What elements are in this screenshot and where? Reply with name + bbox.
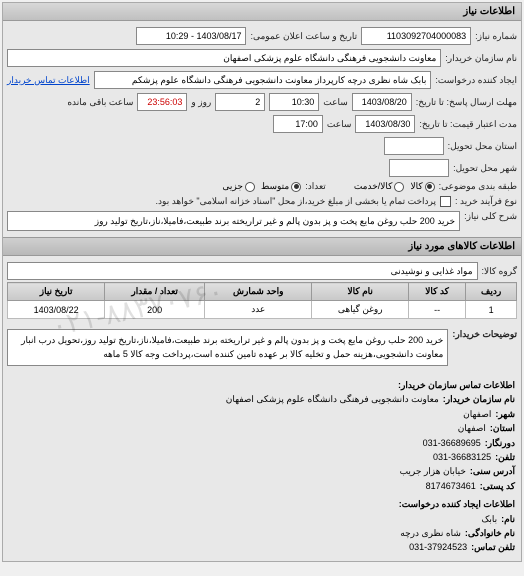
buyer-note-text: خرید 200 حلب روغن مایع پخت و پز بدون پال… (7, 329, 448, 366)
treasury-checkbox-label: پرداخت تمام یا بخشی از مبلغ خرید،از محل … (156, 196, 436, 207)
contact-postal-label: کد پستی: (480, 479, 515, 493)
quantity-option-medium[interactable]: متوسط (261, 181, 301, 192)
packaging-option-service[interactable]: کالا/خدمت (354, 181, 405, 192)
col-date: تاریخ نیاز (8, 283, 105, 301)
contact-city-label: شهر: (495, 407, 515, 421)
cell-code: -- (409, 301, 466, 319)
response-time-label: ساعت (323, 97, 348, 108)
cell-name: روغن گیاهی (312, 301, 409, 319)
radio-icon (291, 182, 301, 192)
delivery-city-value (389, 159, 449, 177)
col-code: کد کالا (409, 283, 466, 301)
packaging-radio-group: کالا کالا/خدمت (354, 181, 435, 192)
packaging-option-goods-label: کالا (410, 181, 422, 192)
table-header-row: ردیف کد کالا نام کالا واحد شمارش تعداد /… (8, 283, 517, 301)
col-name: نام کالا (312, 283, 409, 301)
delivery-province-value (384, 137, 444, 155)
contact-org-label: نام سازمان خریدار: (443, 392, 515, 406)
contact-fax-value: 031-36689695 (423, 436, 481, 450)
contact-org-value: معاونت دانشجویی فرهنگی دانشگاه علوم پزشک… (226, 392, 439, 406)
contact-city-value: اصفهان (463, 407, 491, 421)
requester-phone-value: 031-37924523 (409, 540, 467, 554)
purchase-type-label: نوع فرآیند خرید : (455, 196, 517, 207)
buyer-contact-link[interactable]: اطلاعات تماس خریدار (7, 75, 90, 86)
quantity-option-minor-label: جزیی (222, 181, 243, 192)
requester-family-label: نام خانوادگی: (465, 526, 515, 540)
need-info-panel: اطلاعات نیاز شماره نیاز: 110309270400008… (2, 2, 522, 562)
cell-date: 1403/08/22 (8, 301, 105, 319)
requester-section-title: اطلاعات ایجاد کننده درخواست: (399, 497, 515, 511)
radio-icon (425, 182, 435, 192)
packaging-label: طبقه بندی موضوعی: (439, 181, 517, 192)
request-number-label: شماره نیاز: (475, 31, 517, 42)
cell-qty: 200 (105, 301, 205, 319)
col-row: ردیف (466, 283, 517, 301)
announce-date-label: تاریخ و ساعت اعلان عمومی: (250, 31, 357, 42)
buyer-name-label: نام سازمان خریدار: (445, 53, 517, 64)
items-section-title: اطلاعات کالاهای مورد نیاز (3, 237, 521, 256)
announce-date-value: 1403/08/17 - 10:29 (136, 27, 246, 45)
response-deadline-date: 1403/08/20 (352, 93, 412, 111)
treasury-checkbox[interactable] (440, 196, 451, 207)
valid-until-date: 1403/08/30 (355, 115, 415, 133)
contact-phone-label: تلفن: (495, 450, 515, 464)
requester-family-value: شاه نظری درچه (400, 526, 461, 540)
contact-section-title: اطلاعات تماس سازمان خریدار: (398, 378, 515, 392)
cell-row: 1 (466, 301, 517, 319)
requester-name-value: بابک (481, 512, 497, 526)
valid-until-label: مدت اعتبار قیمت: تا تاریخ: (419, 119, 517, 130)
col-unit: واحد شمارش (205, 283, 312, 301)
remaining-days: 2 (215, 93, 265, 111)
contact-postal-value: 8174673461 (426, 479, 476, 493)
request-number-value: 1103092704000083 (361, 27, 471, 45)
buyer-note-label: توضیحات خریدار: (452, 329, 517, 340)
contact-phone-value: 031-36683125 (433, 450, 491, 464)
contact-province-value: اصفهان (458, 421, 486, 435)
contact-address-label: آدرس سنی: (470, 464, 515, 478)
valid-until-time: 17:00 (273, 115, 323, 133)
cell-unit: عدد (205, 301, 312, 319)
response-deadline-time: 10:30 (269, 93, 319, 111)
delivery-province-label: استان محل تحویل: (448, 141, 517, 152)
quantity-radio-group: متوسط جزیی (222, 181, 301, 192)
quantity-label: تعداد: (305, 181, 326, 192)
contact-province-label: استان: (490, 421, 515, 435)
response-deadline-label: مهلت ارسال پاسخ: تا تاریخ: (416, 97, 517, 108)
quantity-option-medium-label: متوسط (261, 181, 289, 192)
packaging-option-service-label: کالا/خدمت (354, 181, 393, 192)
remaining-time-label: ساعت باقی مانده (67, 97, 133, 108)
requester-name-label: نام: (501, 512, 515, 526)
buyer-name-value: معاونت دانشجویی فرهنگی دانشگاه علوم پزشک… (7, 49, 441, 67)
requester-unit-label: ایجاد کننده درخواست: (435, 75, 517, 86)
contact-fax-label: دورنگار: (485, 436, 515, 450)
general-desc-label: شرح کلی نیاز: (464, 211, 517, 222)
panel-title: اطلاعات نیاز (3, 3, 521, 21)
radio-icon (394, 182, 404, 192)
quantity-option-minor[interactable]: جزیی (222, 181, 255, 192)
table-row[interactable]: 1 -- روغن گیاهی عدد 200 1403/08/22 (8, 301, 517, 319)
delivery-city-label: شهر محل تحویل: (453, 163, 517, 174)
requester-unit-value: بابک شاه نظری درچه کارپرداز معاونت دانشج… (94, 71, 432, 89)
radio-icon (245, 182, 255, 192)
packaging-option-goods[interactable]: کالا (410, 181, 434, 192)
remaining-time: 23:56:03 (137, 93, 187, 111)
col-qty: تعداد / مقدار (105, 283, 205, 301)
contact-info-block: اطلاعات تماس سازمان خریدار: نام سازمان خ… (3, 372, 521, 561)
items-table: ردیف کد کالا نام کالا واحد شمارش تعداد /… (7, 282, 517, 319)
remaining-days-label: روز و (191, 97, 211, 108)
requester-phone-label: تلفن تماس: (471, 540, 515, 554)
valid-until-time-label: ساعت (327, 119, 352, 130)
group-value: مواد غذایی و نوشیدنی (7, 262, 478, 280)
group-label: گروه کالا: (482, 266, 517, 277)
contact-address-value: خیابان هزار جریب (400, 464, 466, 478)
general-desc-value: خرید 200 حلب روغن مایع پخت و پز بدون پال… (7, 211, 460, 231)
